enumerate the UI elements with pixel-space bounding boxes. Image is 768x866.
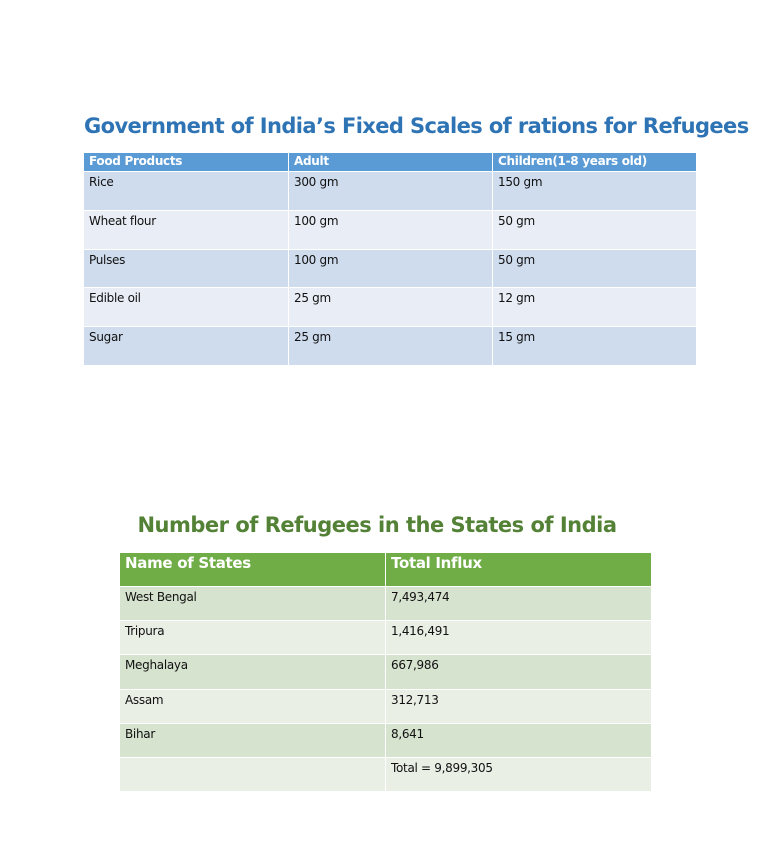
title: Government of India’s Fixed Scales of ra… (84, 114, 749, 138)
table-cell: 1,416,491 (386, 621, 652, 656)
table-cell: Name of States (120, 553, 386, 587)
table-cell: 150 gm (493, 172, 697, 211)
table-cell: Pulses (84, 249, 289, 289)
table-cell: Rice (84, 172, 289, 211)
table-cell: 50 gm (493, 249, 697, 289)
table-cell: Tripura (120, 621, 386, 656)
table-cell: 15 gm (493, 327, 697, 366)
table-cell: Bihar (120, 723, 386, 758)
table-cell: Food Products (84, 153, 289, 172)
table-cell (120, 758, 386, 793)
table-cell: Children(1-8 years old) (493, 153, 697, 172)
table-cell: West Bengal (120, 587, 386, 622)
table-cell: 312,713 (386, 689, 652, 724)
table-cell: 25 gm (289, 288, 493, 328)
table-cell: Edible oil (84, 288, 289, 328)
table-cell: Adult (289, 153, 493, 172)
table-cell: 8,641 (386, 723, 652, 758)
table-cell: 100 gm (289, 210, 493, 250)
table-cell: 100 gm (289, 249, 493, 289)
table-cell: Sugar (84, 327, 289, 366)
table-cell: 50 gm (493, 210, 697, 250)
table-cell: Total = 9,899,305 (386, 758, 652, 793)
title: Number of Refugees in the States of Indi… (137, 513, 617, 537)
table-cell: 300 gm (289, 172, 493, 211)
table-cell: 667,986 (386, 655, 652, 690)
table-cell: 25 gm (289, 327, 493, 366)
table-cell: 12 gm (493, 288, 697, 328)
table-cell: Meghalaya (120, 655, 386, 690)
table-cell: Assam (120, 689, 386, 724)
table-cell: 7,493,474 (386, 587, 652, 622)
table-cell: Wheat flour (84, 210, 289, 250)
table-cell: Total Influx (386, 553, 652, 587)
